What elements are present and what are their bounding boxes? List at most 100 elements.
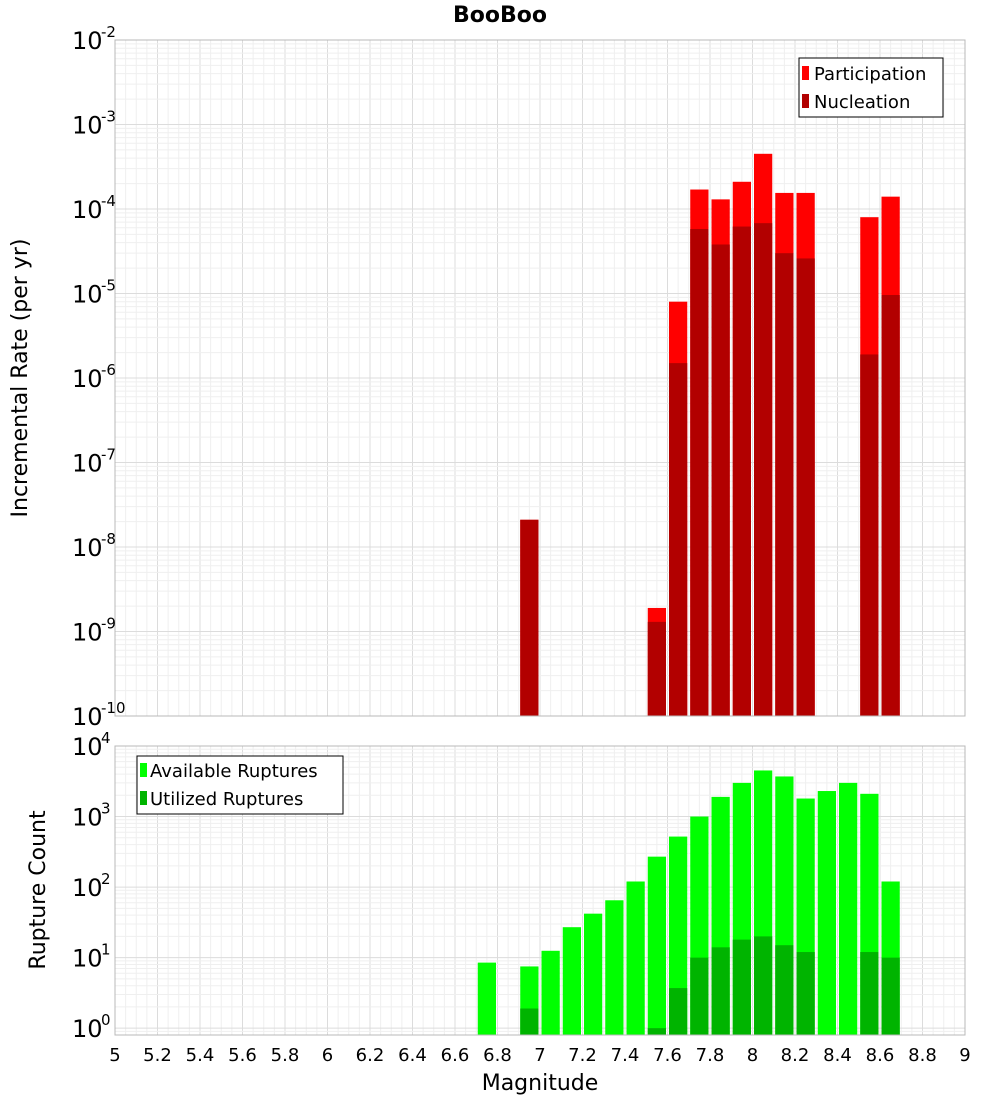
bottom-bar-utilized-ruptures [520,1008,539,1035]
legend-label-utilized: Utilized Ruptures [150,789,303,810]
top-y-tick-exponent: -7 [101,446,116,464]
bottom-y-axis-label: Rupture Count [26,810,51,970]
top-y-tick-label: 10 [72,619,103,647]
x-tick-label: 5 [109,1045,120,1066]
bottom-y-tick-label: 10 [72,945,103,973]
top-bar-nucleation [732,226,751,716]
top-y-tick-label: 10 [72,112,103,140]
top-bar-nucleation [647,621,666,716]
x-tick-label: 5.8 [271,1045,300,1066]
bottom-bar-utilized-ruptures [796,952,815,1035]
bottom-bar-available-ruptures [817,791,836,1035]
x-tick-label: 8.2 [781,1045,810,1066]
x-tick-label: 5.4 [186,1045,215,1066]
bottom-plot-bars [477,770,900,1035]
x-tick-label: 7.2 [568,1045,597,1066]
bottom-y-tick-label: 10 [72,733,103,761]
top-y-tick-exponent: -6 [101,361,116,379]
bottom-plot-frame [114,745,966,1036]
top-bar-nucleation [775,253,794,716]
x-tick-label: 7.8 [696,1045,725,1066]
top-legend-box [798,57,944,118]
x-tick-label: 6.8 [483,1045,512,1066]
x-tick-label: 8.4 [823,1045,852,1066]
top-plot-grid [114,39,966,717]
bottom-y-tick-label: 10 [72,1015,103,1043]
x-tick-label: 7.6 [653,1045,682,1066]
top-bar-nucleation [754,223,773,716]
x-tick-label: 8.8 [908,1045,937,1066]
bottom-legend: Available Ruptures Utilized Ruptures [136,755,344,815]
legend-swatch-available [140,763,147,777]
bottom-bar-available-ruptures [584,913,603,1035]
top-y-tick-label: 10 [72,703,103,731]
top-bar-nucleation [711,244,730,716]
x-tick-label: 6.4 [398,1045,427,1066]
bottom-bar-utilized-ruptures [669,988,688,1035]
top-y-axis-label: Incremental Rate (per yr) [8,239,33,518]
x-tick-label: 8 [747,1045,758,1066]
top-y-tick-exponent: -2 [101,23,116,41]
top-y-tick-label: 10 [72,27,103,55]
bottom-bar-utilized-ruptures [732,939,751,1035]
legend-swatch-nucleation [802,94,809,108]
bottom-bar-available-ruptures [626,881,645,1035]
top-bar-nucleation [690,228,709,716]
x-tick-label: 6.2 [356,1045,385,1066]
bottom-legend-box [136,755,344,815]
bottom-bar-available-ruptures [669,836,688,1035]
bottom-y-tick-exponent: 2 [101,870,111,888]
top-y-tick-label: 10 [72,196,103,224]
bottom-bar-available-ruptures [647,856,666,1035]
bottom-bar-utilized-ruptures [690,957,709,1035]
bottom-bar-available-ruptures [477,962,496,1035]
top-y-tick-label: 10 [72,365,103,393]
bottom-bar-utilized-ruptures [647,1028,666,1035]
legend-label-nucleation: Nucleation [814,92,910,113]
x-tick-label: 6 [322,1045,333,1066]
top-y-tick-exponent: -10 [101,699,126,717]
legend-swatch-participation [802,66,809,80]
top-y-tick-label: 10 [72,534,103,562]
top-y-tick-label: 10 [72,281,103,309]
top-bar-nucleation [669,363,688,716]
bottom-y-tick-exponent: 1 [101,941,111,959]
bottom-y-tick-label: 10 [72,804,103,832]
x-tick-label: 9 [959,1045,970,1066]
bottom-bar-utilized-ruptures [711,947,730,1035]
top-bar-nucleation [796,258,815,716]
chart-title: BooBoo [453,3,547,28]
top-y-tick-exponent: -9 [101,615,116,633]
top-y-tick-exponent: -4 [101,192,116,210]
bottom-y-tick-label: 10 [72,874,103,902]
top-y-tick-exponent: -5 [101,277,116,295]
bottom-bar-available-ruptures [562,927,581,1035]
top-legend: Participation Nucleation [798,57,944,118]
bottom-y-tick-exponent: 3 [101,800,111,818]
x-tick-label: 8.6 [866,1045,895,1066]
legend-swatch-utilized [140,791,147,805]
x-tick-label: 7.4 [611,1045,640,1066]
top-bar-nucleation [860,354,879,716]
x-ticks: 5 5.2 5.4 5.6 5.8 6 6.2 6.4 6.6 6.8 7 7.2 7.4 7.6 7.8 8… [109,1045,970,1066]
bottom-bar-available-ruptures [541,950,560,1035]
x-tick-label: 5.6 [228,1045,257,1066]
x-tick-label: 5.2 [143,1045,172,1066]
legend-label-available: Available Ruptures [150,761,318,782]
top-y-tick-exponent: -8 [101,530,116,548]
x-tick-label: 7 [534,1045,545,1066]
top-y-tick-label: 10 [72,450,103,478]
bottom-bar-utilized-ruptures [881,957,900,1035]
bottom-y-tick-exponent: 0 [101,1011,111,1029]
top-bar-nucleation [520,519,539,716]
bottom-y-tick-exponent: 4 [101,729,111,747]
bottom-bar-available-ruptures [605,900,624,1035]
legend-label-participation: Participation [814,64,926,85]
bottom-bar-available-ruptures [839,782,858,1035]
top-y-tick-exponent: -3 [101,108,116,126]
x-axis-label: Magnitude [482,1071,599,1096]
bottom-bar-utilized-ruptures [754,936,773,1035]
